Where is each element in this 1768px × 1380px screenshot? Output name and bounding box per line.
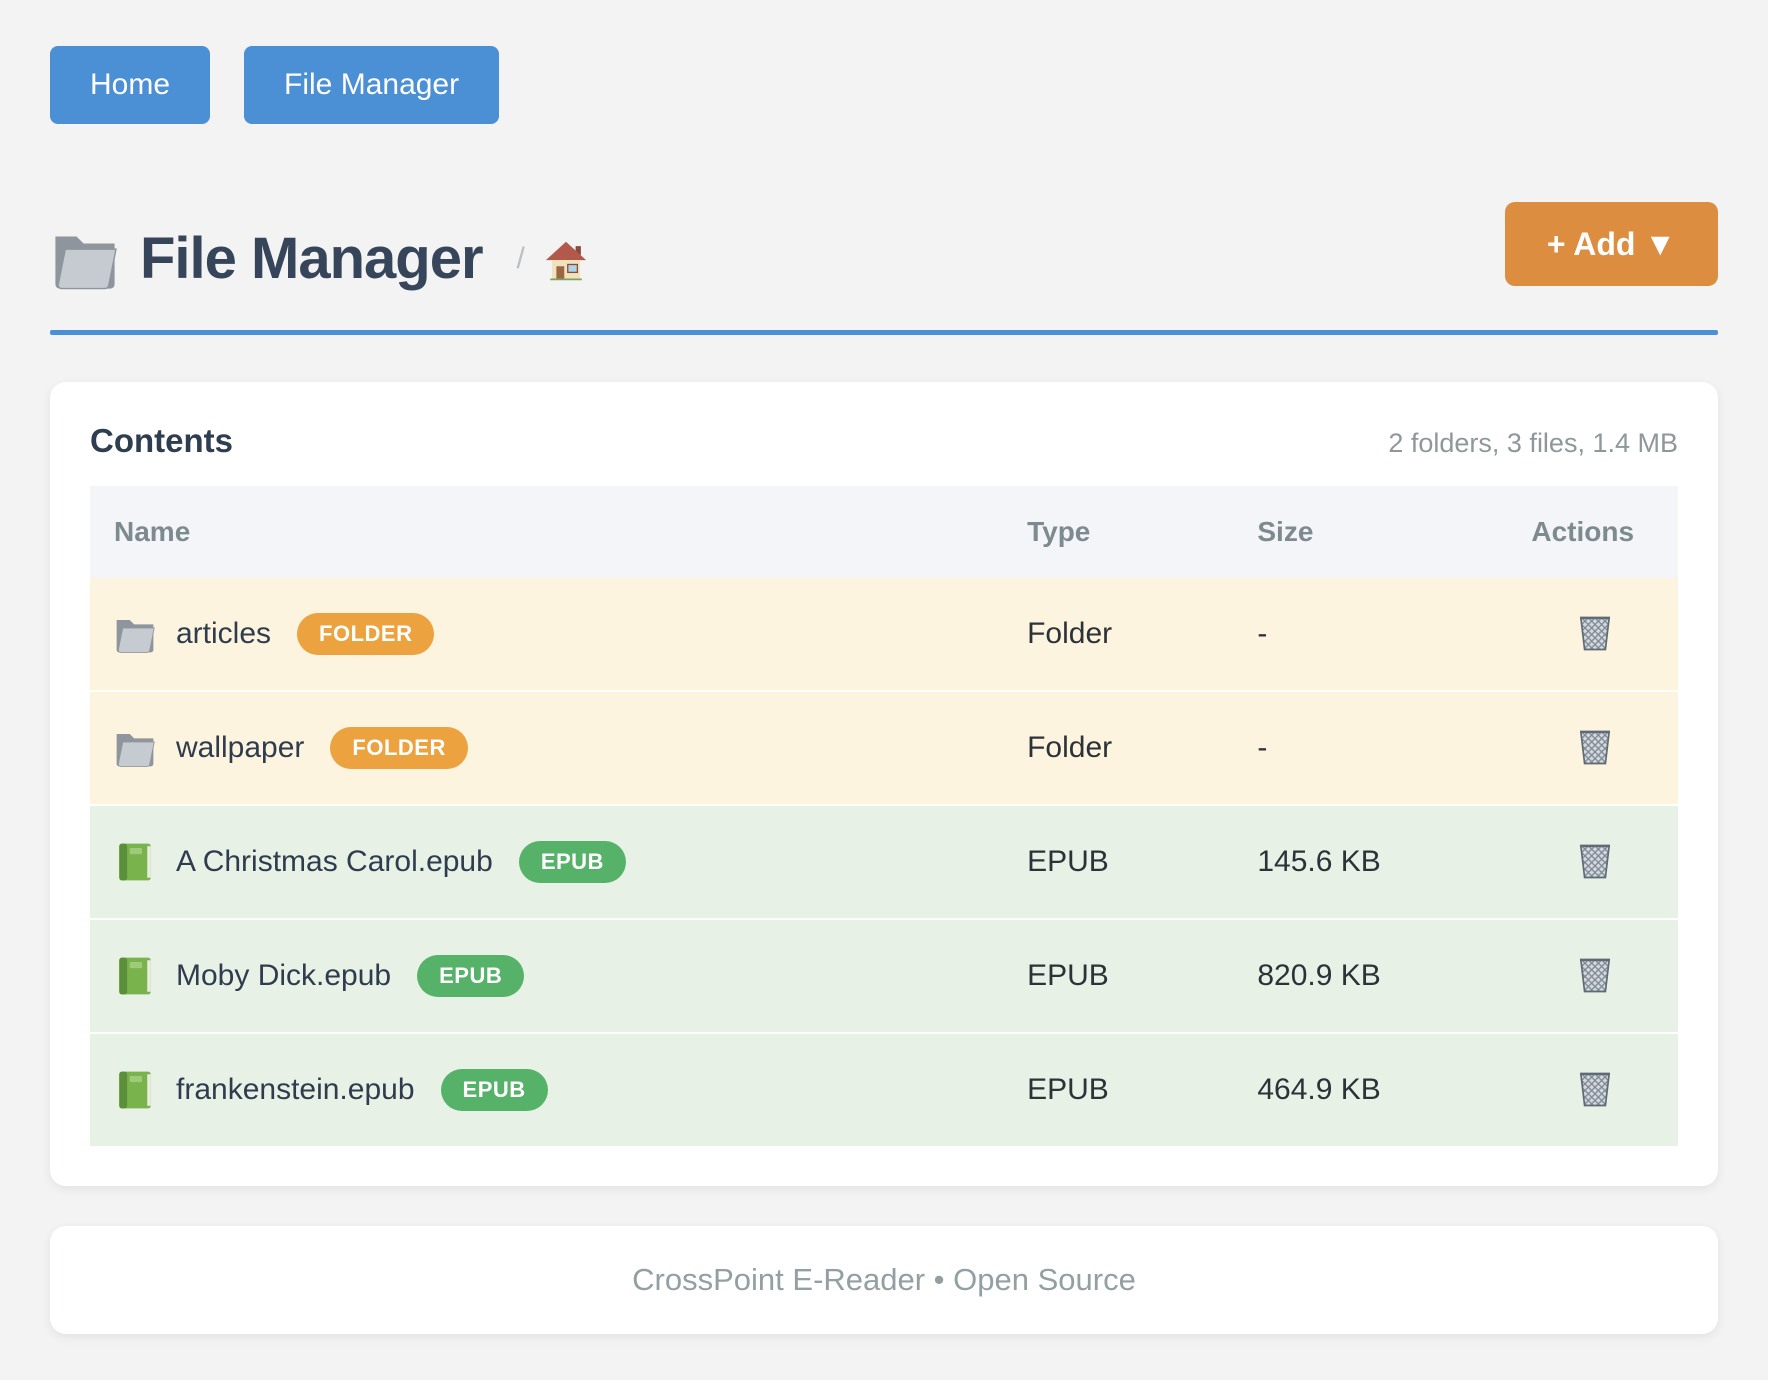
book-icon [114,841,156,883]
divider [50,330,1718,335]
file-manager-button[interactable]: File Manager [244,46,500,124]
item-size: - [1233,691,1488,806]
table-row: articles FOLDER Folder - [90,578,1678,692]
item-size: - [1233,578,1488,692]
folder-icon [114,613,156,655]
item-type: EPUB [1003,1033,1234,1148]
item-badge: FOLDER [297,613,435,655]
column-header-actions: Actions [1487,486,1678,578]
files-table: Name Type Size Actions articles FOLDER F… [90,486,1678,1148]
table-row: frankenstein.epub EPUB EPUB 464.9 KB [90,1033,1678,1148]
item-type: Folder [1003,691,1234,806]
item-type: EPUB [1003,805,1234,920]
contents-summary: 2 folders, 3 files, 1.4 MB [1388,428,1678,458]
item-badge: EPUB [518,841,626,883]
trash-icon [1575,725,1615,767]
item-type: Folder [1003,578,1234,692]
item-size: 820.9 KB [1233,919,1488,1034]
top-nav: Home File Manager [50,46,1718,124]
book-icon [114,955,156,997]
page-header: File Manager / + Add ▼ [50,202,1718,292]
folder-icon [50,228,120,290]
item-name[interactable]: Moby Dick.epub [176,959,392,992]
item-badge: EPUB [417,955,525,997]
trash-icon [1575,839,1615,881]
trash-icon [1575,611,1615,653]
item-size: 145.6 KB [1233,805,1488,920]
delete-button[interactable] [1571,607,1619,657]
page-title: File Manager [140,226,484,291]
breadcrumb-separator: / [516,241,525,275]
add-button[interactable]: + Add ▼ [1504,202,1718,286]
item-badge: FOLDER [330,727,468,769]
item-size: 464.9 KB [1233,1033,1488,1148]
table-row: Moby Dick.epub EPUB EPUB 820.9 KB [90,919,1678,1034]
footer-text: CrossPoint E-Reader • Open Source [632,1262,1136,1297]
column-header-name: Name [90,486,1004,578]
contents-title: Contents [90,422,233,459]
contents-card: Contents 2 folders, 3 files, 1.4 MB Name… [50,382,1718,1186]
delete-button[interactable] [1571,835,1619,885]
item-name[interactable]: A Christmas Carol.epub [176,845,493,878]
item-name[interactable]: articles [176,617,272,650]
book-icon [114,1069,156,1111]
delete-button[interactable] [1571,949,1619,999]
home-button[interactable]: Home [50,46,211,124]
column-header-size: Size [1233,486,1488,578]
delete-button[interactable] [1571,721,1619,771]
trash-icon [1575,1067,1615,1109]
trash-icon [1575,953,1615,995]
folder-icon [114,727,156,769]
item-name[interactable]: frankenstein.epub [176,1073,415,1106]
item-badge: EPUB [440,1069,548,1111]
table-row: wallpaper FOLDER Folder - [90,691,1678,806]
item-type: EPUB [1003,919,1234,1034]
column-header-type: Type [1003,486,1234,578]
home-icon[interactable] [545,240,587,278]
table-header-row: Name Type Size Actions [90,486,1678,578]
delete-button[interactable] [1571,1063,1619,1113]
footer: CrossPoint E-Reader • Open Source [50,1226,1718,1334]
table-row: A Christmas Carol.epub EPUB EPUB 145.6 K… [90,805,1678,920]
item-name[interactable]: wallpaper [176,731,305,764]
